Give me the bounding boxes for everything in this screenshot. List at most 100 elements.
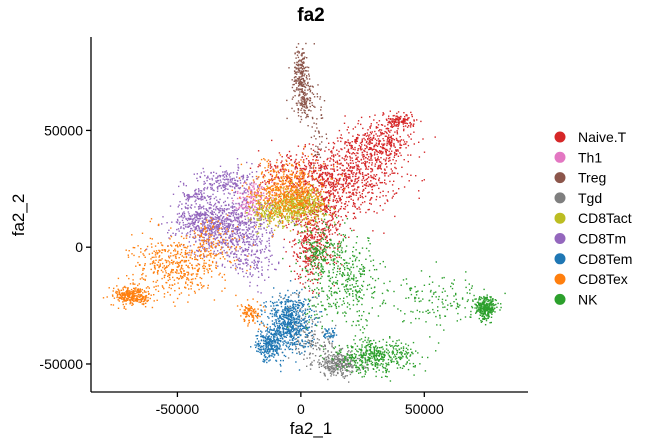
data-point <box>195 199 197 201</box>
data-point <box>326 240 328 242</box>
data-point <box>202 213 204 215</box>
data-point <box>410 138 412 140</box>
data-point <box>384 147 386 150</box>
data-point <box>306 248 308 250</box>
data-point <box>253 266 255 269</box>
data-point <box>215 225 217 227</box>
data-point <box>187 200 189 202</box>
data-point <box>212 223 215 225</box>
data-point <box>299 102 302 105</box>
data-point <box>222 186 225 188</box>
data-point <box>406 119 408 121</box>
data-point <box>329 238 331 241</box>
data-point <box>387 128 389 130</box>
data-point <box>276 195 278 197</box>
data-point <box>312 205 314 207</box>
data-point <box>356 178 358 180</box>
data-point <box>297 100 300 102</box>
data-point <box>208 219 210 222</box>
data-point <box>308 181 310 183</box>
data-point <box>314 162 316 164</box>
data-point <box>328 191 330 193</box>
data-point <box>182 182 185 185</box>
data-point <box>371 142 373 144</box>
data-point <box>246 202 248 204</box>
data-point <box>197 180 199 182</box>
data-point <box>300 199 302 202</box>
data-point <box>285 191 287 193</box>
data-point <box>282 225 284 227</box>
data-point <box>233 210 235 212</box>
data-point <box>306 66 308 68</box>
data-point <box>401 175 403 178</box>
data-point <box>287 215 289 218</box>
data-point <box>305 101 307 103</box>
data-point <box>245 258 248 260</box>
data-point <box>397 128 399 130</box>
data-point <box>343 235 346 238</box>
data-point <box>234 253 236 255</box>
data-point <box>237 216 240 218</box>
data-point <box>308 223 310 225</box>
data-point <box>345 155 347 157</box>
data-point <box>317 208 319 210</box>
data-point <box>303 100 306 103</box>
data-point <box>269 231 271 234</box>
data-point <box>393 144 395 146</box>
data-point <box>329 176 331 178</box>
chart-title: fa2 <box>297 5 324 26</box>
data-point <box>381 151 383 154</box>
data-point <box>347 170 349 172</box>
data-point <box>403 143 405 146</box>
data-point <box>195 194 198 196</box>
data-point <box>305 223 307 225</box>
data-point <box>327 351 329 353</box>
data-point <box>340 359 343 361</box>
data-point <box>357 167 359 170</box>
data-point <box>253 212 255 214</box>
data-point <box>307 163 310 165</box>
data-point <box>308 244 311 246</box>
data-point <box>228 223 230 225</box>
data-point <box>303 241 305 243</box>
data-point <box>323 364 325 366</box>
data-point <box>175 233 177 235</box>
data-point <box>279 209 281 211</box>
data-point <box>222 233 225 236</box>
data-point <box>277 226 279 228</box>
data-point <box>269 167 272 169</box>
data-point <box>337 360 339 362</box>
data-point <box>333 212 335 214</box>
data-point <box>362 176 365 178</box>
data-point <box>209 201 211 203</box>
data-point <box>288 223 290 225</box>
data-point <box>302 199 305 201</box>
data-point <box>370 180 372 182</box>
data-point <box>245 221 247 224</box>
data-point <box>303 206 306 209</box>
data-point <box>375 126 378 128</box>
data-point <box>184 206 186 208</box>
data-point <box>403 118 406 120</box>
data-point <box>397 111 400 113</box>
data-point <box>209 216 211 218</box>
data-point <box>342 358 344 361</box>
data-point <box>284 201 286 204</box>
data-point <box>379 164 382 166</box>
data-point <box>329 361 331 363</box>
data-point <box>294 71 297 74</box>
data-point <box>323 185 325 187</box>
data-point <box>236 226 239 229</box>
data-point <box>210 227 213 230</box>
data-point <box>310 223 312 226</box>
data-point <box>291 215 293 217</box>
data-point <box>382 114 384 116</box>
data-point <box>337 182 339 184</box>
data-point <box>418 156 421 158</box>
data-point <box>258 164 260 166</box>
data-point <box>309 222 312 224</box>
data-point <box>275 268 277 271</box>
data-point <box>402 139 405 141</box>
data-point <box>311 272 314 274</box>
data-point <box>311 337 314 340</box>
